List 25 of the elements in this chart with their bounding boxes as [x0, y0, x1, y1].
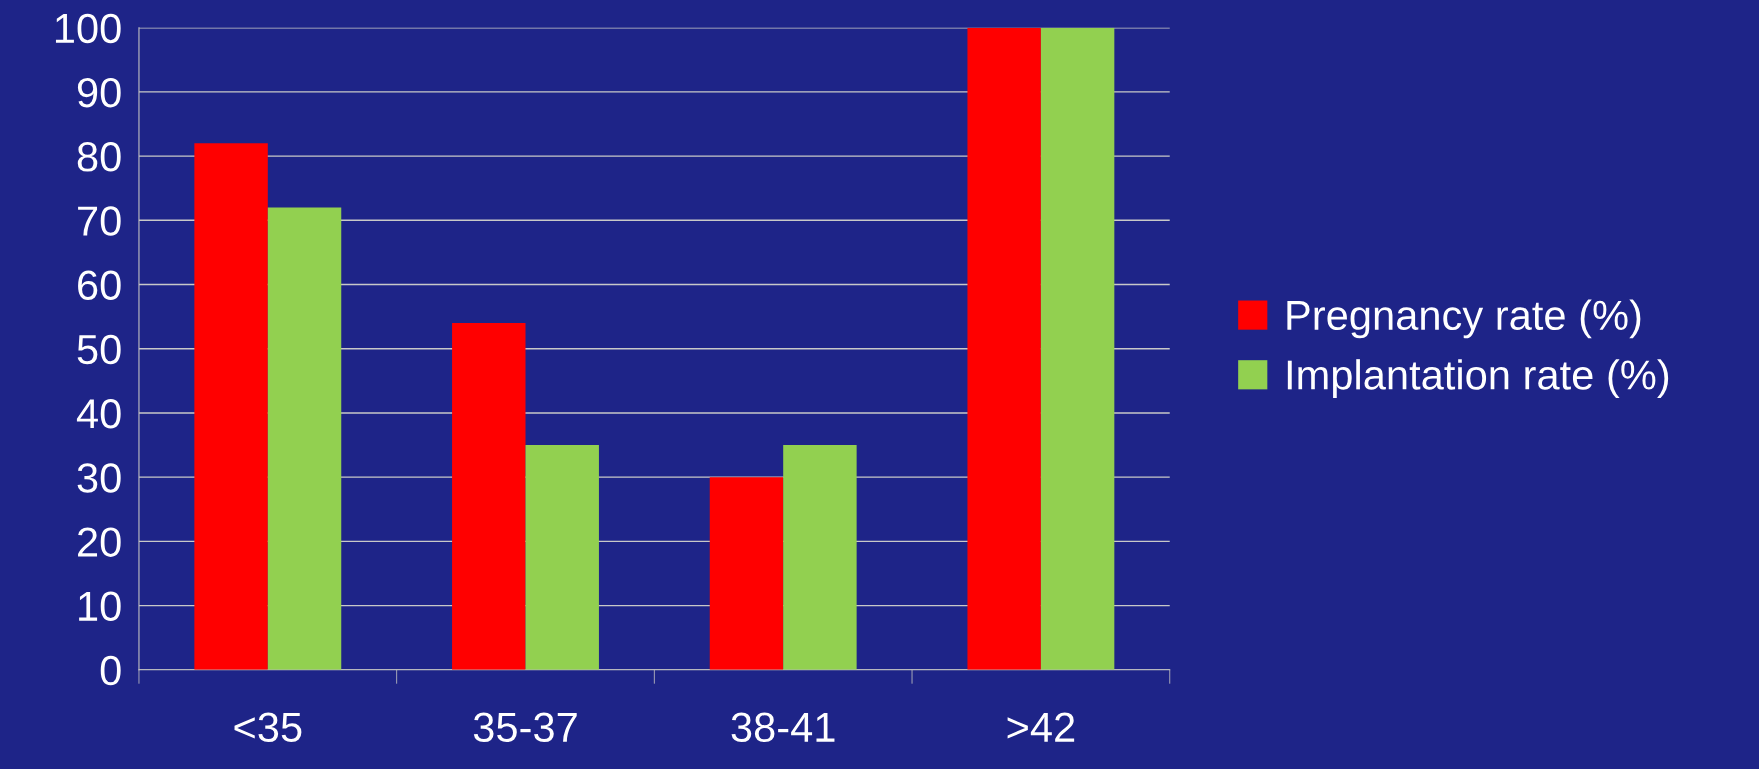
y-tick-label: 70: [78, 206, 121, 236]
bar: [194, 143, 268, 670]
legend-label: Implantation rate (%): [1287, 359, 1669, 398]
bar: [783, 445, 857, 670]
y-tick-label: 100: [55, 13, 121, 44]
y-tick-label: 10: [79, 591, 121, 622]
x-tick-label: <35: [234, 712, 302, 743]
y-tick-label: 30: [77, 463, 121, 493]
y-tick-label: 40: [76, 398, 121, 429]
bar: [709, 477, 784, 670]
bar: [1040, 27, 1115, 670]
bar: [967, 27, 1041, 670]
y-tick-label: 60: [78, 270, 121, 301]
y-tick-label: 90: [77, 77, 121, 108]
x-tick-label: 35-37: [473, 712, 577, 743]
bar: [452, 323, 526, 670]
y-tick-label: 0: [100, 655, 121, 686]
y-tick-label: 80: [77, 142, 121, 172]
y-tick-label: 50: [77, 334, 121, 365]
bar: [267, 207, 342, 670]
bar: [525, 445, 599, 670]
x-tick-label: 38-41: [731, 712, 835, 743]
x-tick-label: >42: [1007, 712, 1075, 742]
legend-label: Pregnancy rate (%): [1287, 299, 1641, 339]
y-tick-label: 20: [78, 527, 121, 557]
